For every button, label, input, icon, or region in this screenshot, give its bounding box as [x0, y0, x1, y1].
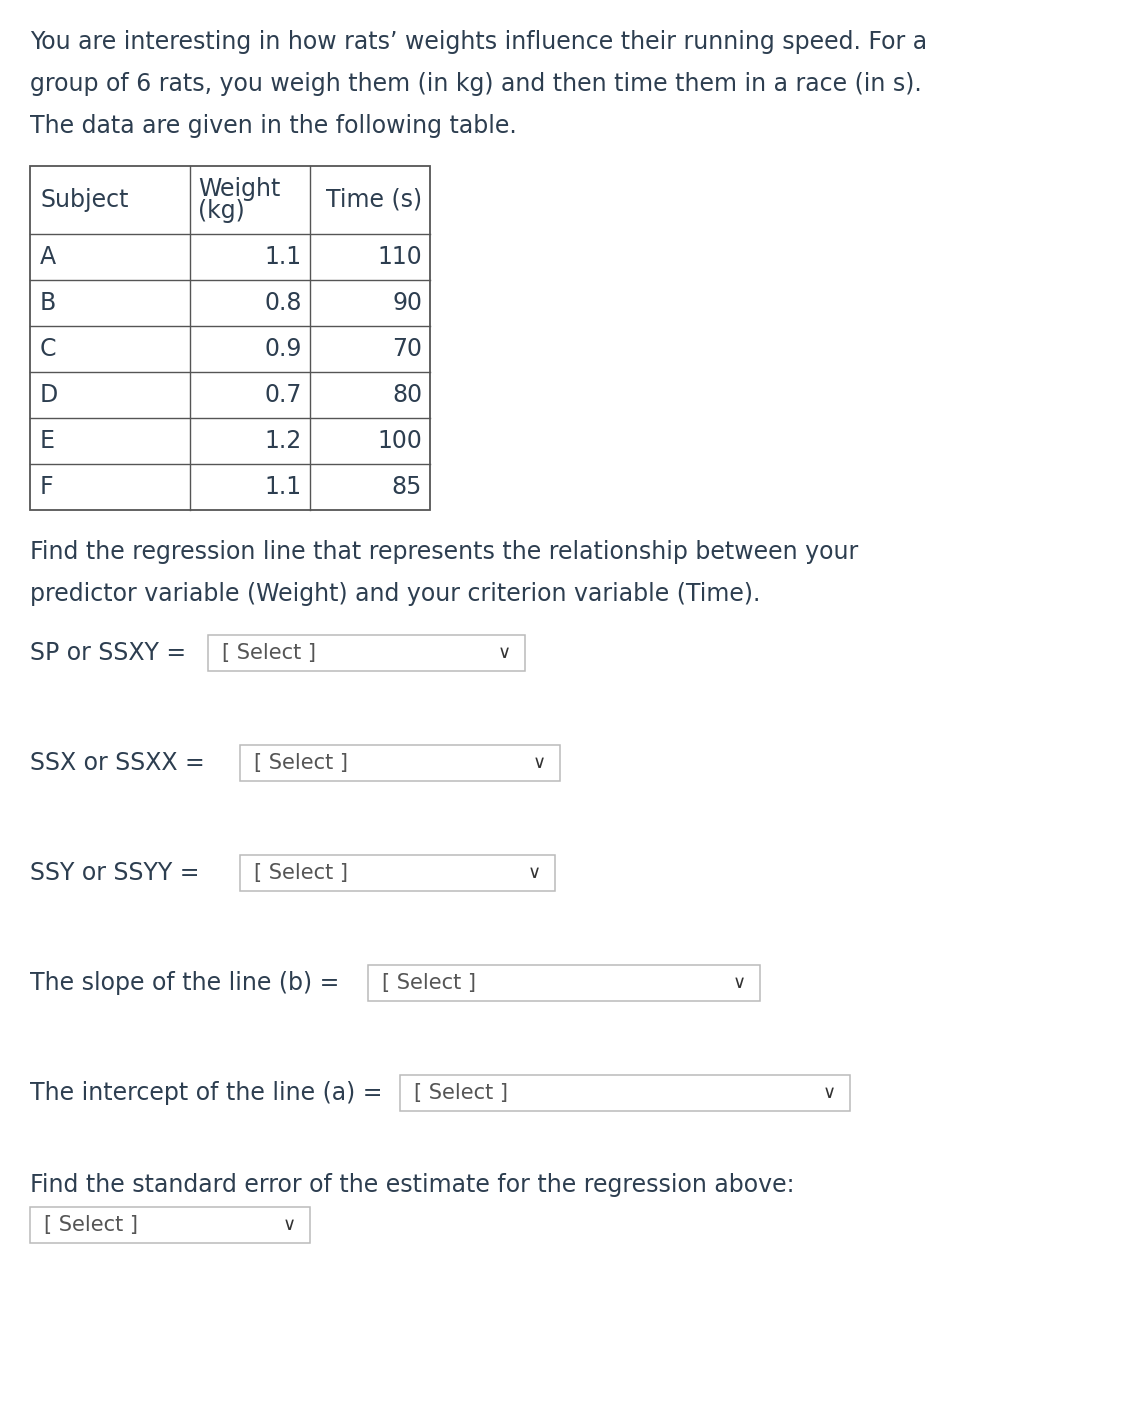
- Text: ∨: ∨: [532, 754, 546, 772]
- Text: ∨: ∨: [283, 1216, 296, 1234]
- Text: C: C: [39, 337, 56, 361]
- Text: F: F: [39, 475, 54, 499]
- Text: Find the standard error of the estimate for the regression above:: Find the standard error of the estimate …: [30, 1173, 794, 1197]
- Text: SP or SSXY =: SP or SSXY =: [30, 641, 186, 665]
- Text: 70: 70: [393, 337, 422, 361]
- Bar: [30, 166, 430, 510]
- FancyBboxPatch shape: [368, 965, 760, 1001]
- Text: A: A: [39, 245, 56, 269]
- Text: You are interesting in how rats’ weights influence their running speed. For a: You are interesting in how rats’ weights…: [30, 30, 927, 53]
- Text: 110: 110: [377, 245, 422, 269]
- Text: SSY or SSYY =: SSY or SSYY =: [30, 860, 200, 884]
- Text: Weight: Weight: [199, 177, 281, 201]
- Text: [ Select ]: [ Select ]: [382, 973, 476, 993]
- Text: [ Select ]: [ Select ]: [414, 1083, 508, 1102]
- Text: [ Select ]: [ Select ]: [254, 863, 349, 883]
- Text: ∨: ∨: [528, 865, 541, 882]
- FancyBboxPatch shape: [400, 1076, 851, 1111]
- FancyBboxPatch shape: [208, 636, 525, 671]
- Text: 1.1: 1.1: [265, 475, 302, 499]
- Text: 90: 90: [393, 291, 422, 315]
- Text: predictor variable (Weight) and your criterion variable (Time).: predictor variable (Weight) and your cri…: [30, 582, 760, 606]
- Text: The intercept of the line (a) =: The intercept of the line (a) =: [30, 1081, 382, 1105]
- Text: 0.9: 0.9: [265, 337, 302, 361]
- Text: 80: 80: [391, 382, 422, 406]
- Text: Time (s): Time (s): [326, 188, 422, 212]
- Text: SSX or SSXX =: SSX or SSXX =: [30, 751, 205, 775]
- Text: ∨: ∨: [497, 644, 511, 662]
- Text: The slope of the line (b) =: The slope of the line (b) =: [30, 972, 340, 995]
- Text: 0.8: 0.8: [264, 291, 302, 315]
- Text: group of 6 rats, you weigh them (in kg) and then time them in a race (in s).: group of 6 rats, you weigh them (in kg) …: [30, 72, 922, 96]
- Text: [ Select ]: [ Select ]: [254, 754, 349, 773]
- Text: Find the regression line that represents the relationship between your: Find the regression line that represents…: [30, 540, 858, 564]
- Text: B: B: [39, 291, 56, 315]
- Text: 1.2: 1.2: [265, 429, 302, 453]
- Text: ∨: ∨: [733, 974, 746, 993]
- Text: Subject: Subject: [39, 188, 129, 212]
- Text: 1.1: 1.1: [265, 245, 302, 269]
- Text: The data are given in the following table.: The data are given in the following tabl…: [30, 114, 517, 138]
- Text: [ Select ]: [ Select ]: [44, 1215, 138, 1234]
- FancyBboxPatch shape: [240, 745, 559, 780]
- Text: 100: 100: [377, 429, 422, 453]
- Text: (kg): (kg): [199, 200, 245, 224]
- Text: [ Select ]: [ Select ]: [222, 643, 316, 664]
- Text: 85: 85: [391, 475, 422, 499]
- FancyBboxPatch shape: [240, 855, 555, 891]
- FancyBboxPatch shape: [30, 1206, 310, 1243]
- Text: 0.7: 0.7: [265, 382, 302, 406]
- Text: D: D: [39, 382, 59, 406]
- Text: E: E: [39, 429, 55, 453]
- Text: ∨: ∨: [822, 1084, 836, 1102]
